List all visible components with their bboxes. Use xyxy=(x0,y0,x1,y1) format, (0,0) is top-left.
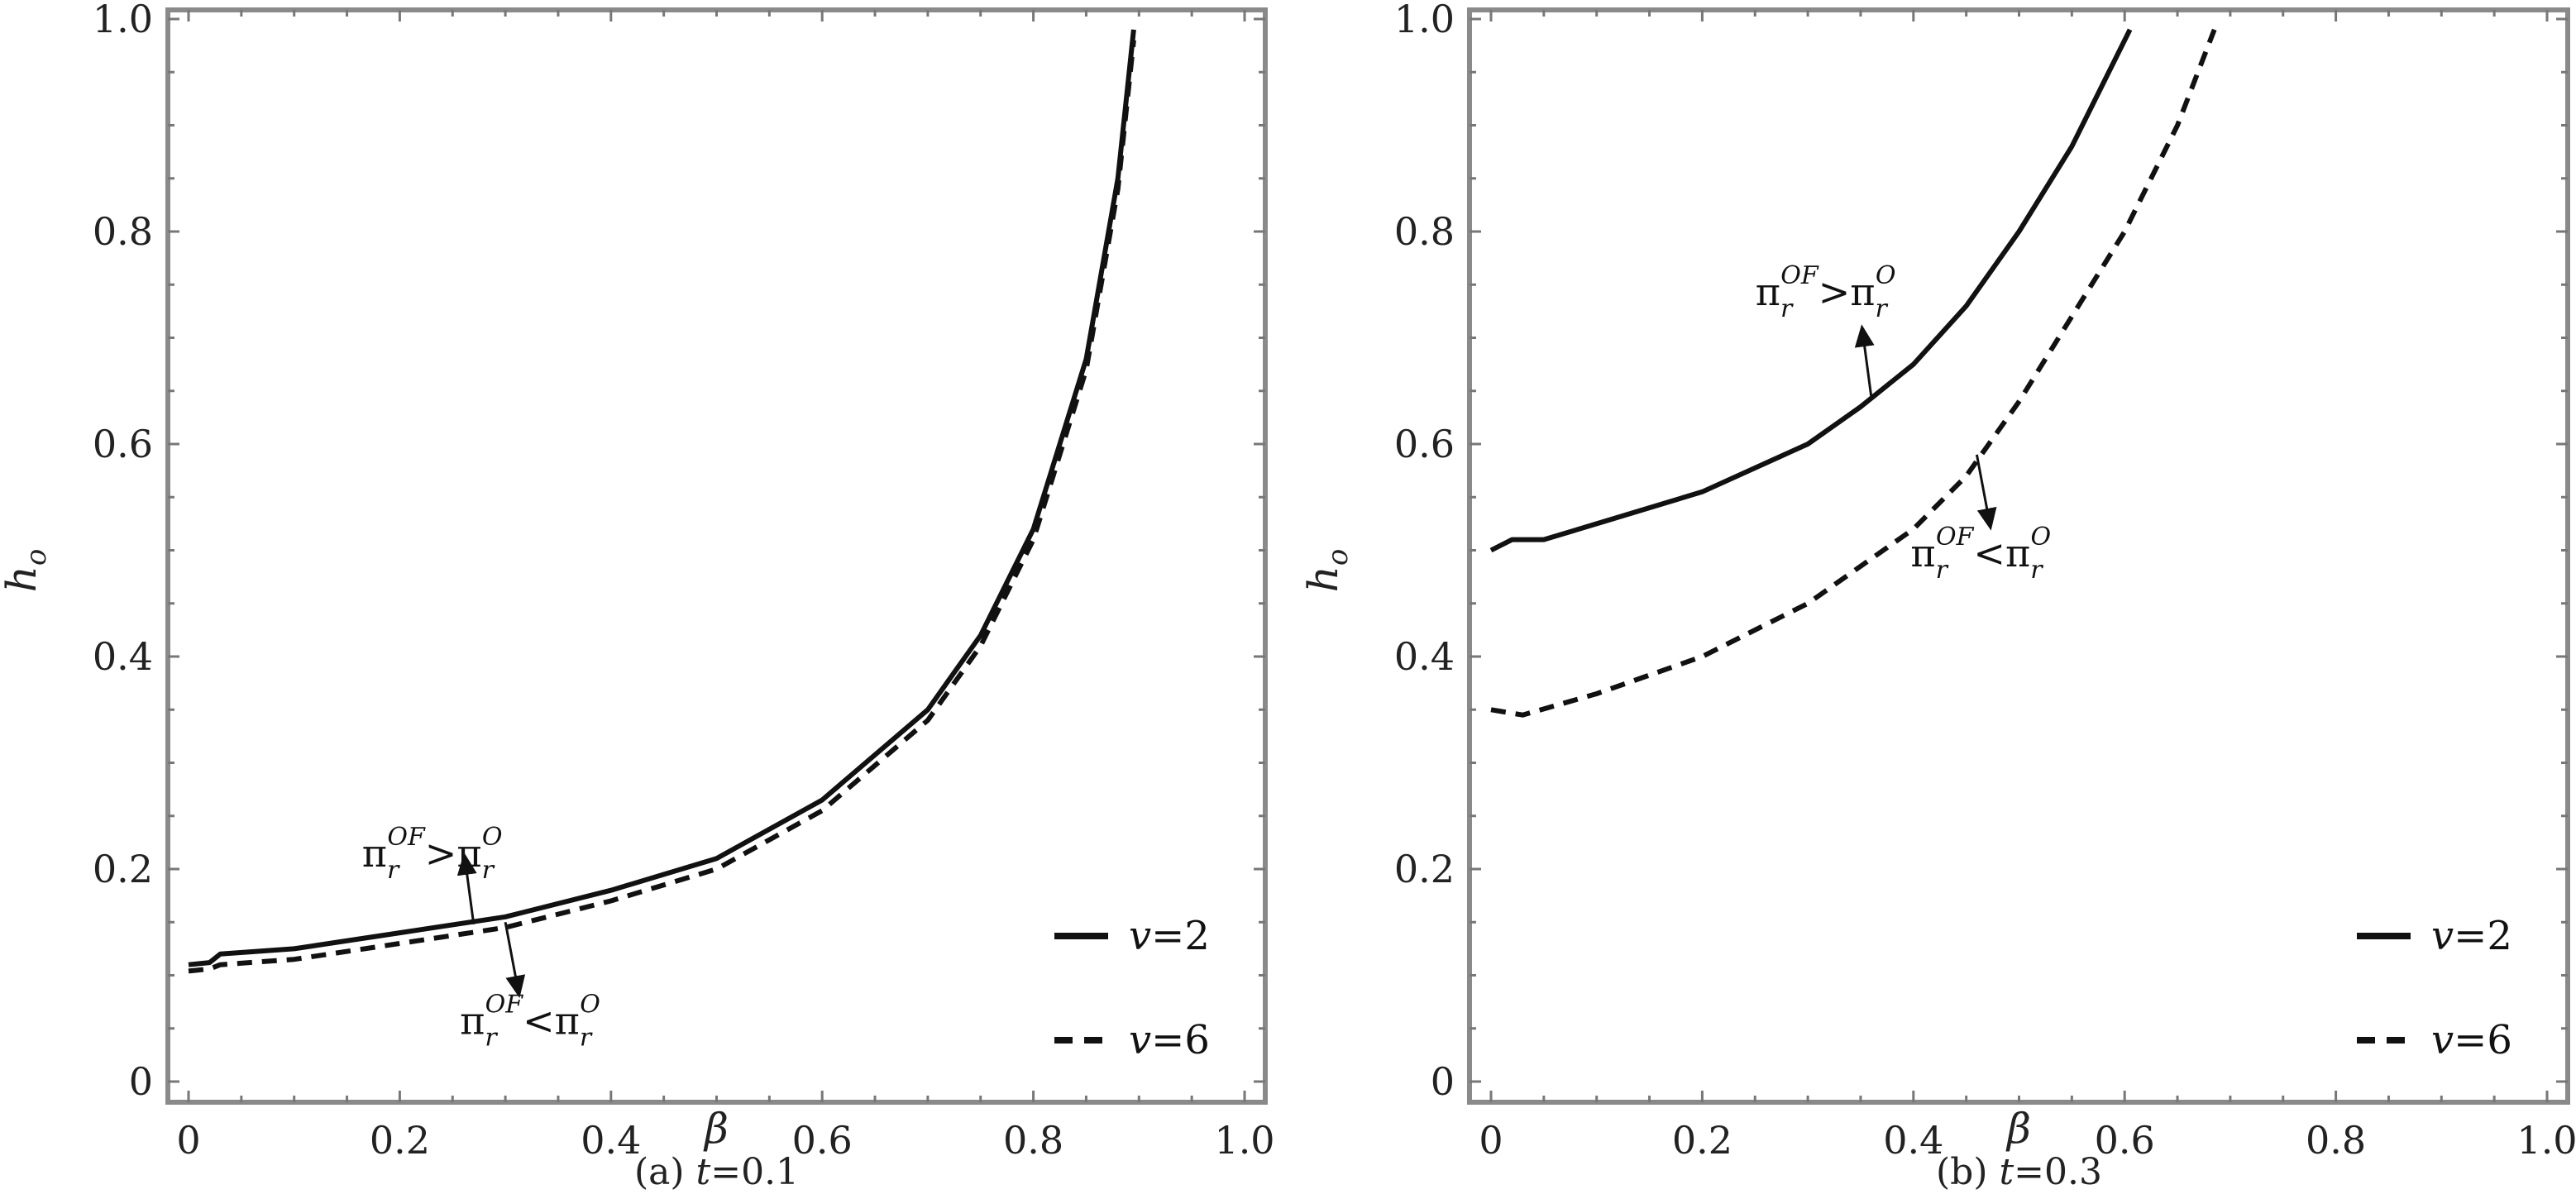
y-axis-label: ho xyxy=(0,549,53,593)
caption-value: =0.1 xyxy=(710,1151,799,1193)
panel-a: 0 0.2 0.4 0.6 0.8 1.0 0 0.2 0.4 0.6 0.8 1.0 β ho (a) t… xyxy=(0,0,1275,1193)
annotation-label: πrOF>πrO xyxy=(1756,261,1896,323)
subscript: r xyxy=(485,1023,498,1052)
annotation-arrow xyxy=(456,852,477,925)
subscript: r xyxy=(387,856,400,885)
annotation-arrow xyxy=(504,921,526,999)
legend-value: =2 xyxy=(2454,913,2512,959)
subscript: r xyxy=(1936,556,1949,585)
superscript: OF xyxy=(1936,523,1975,552)
y-tick-label: 0.4 xyxy=(93,634,153,679)
superscript: O xyxy=(580,990,600,1019)
y-tick-label: 0.6 xyxy=(1394,422,1455,466)
legend-value: =2 xyxy=(1151,913,1210,959)
legend-label: v=6 xyxy=(1129,1017,1210,1063)
legend-label: v=2 xyxy=(2431,913,2512,959)
panel-b: 0 0.2 0.4 0.6 0.8 1.0 0 0.2 0.4 0.6 0.8 1.0 β ho (b) t… xyxy=(1299,0,2576,1193)
panel-caption: (b) t=0.3 xyxy=(1936,1151,2102,1193)
superscript: OF xyxy=(1780,261,1819,290)
x-tick-label: 1.0 xyxy=(2516,1118,2576,1163)
subscript: r xyxy=(482,856,495,885)
pi-symbol: π xyxy=(2005,531,2030,576)
y-tick-label: 0 xyxy=(1431,1059,1455,1104)
pi-symbol: π xyxy=(1910,531,1935,576)
y-axis-label-main: h xyxy=(0,566,45,592)
annotation-arrow xyxy=(1975,454,1997,531)
annotation-label: πrOF<πrO xyxy=(1910,523,2051,585)
legend-variable: v xyxy=(1129,1017,1151,1063)
annotation-label: πrOF<πrO xyxy=(460,990,600,1052)
pi-symbol: π xyxy=(1756,270,1780,314)
subscript: r xyxy=(1876,294,1889,323)
annotation-arrow xyxy=(1854,324,1875,397)
legend-value: =6 xyxy=(1151,1017,1210,1063)
x-tick-label: 0.8 xyxy=(1003,1118,1063,1163)
legend-label: v=6 xyxy=(2431,1017,2512,1063)
legend-label: v=2 xyxy=(1129,913,1210,959)
legend-variable: v xyxy=(2431,913,2454,959)
y-tick-label: 0.8 xyxy=(93,209,153,254)
y-tick-label: 1.0 xyxy=(93,0,153,41)
pi-symbol: π xyxy=(460,998,485,1043)
x-tick-label: 0.8 xyxy=(2306,1118,2366,1163)
series-line-v-2 xyxy=(1489,28,2133,553)
panel-caption: (a) t=0.1 xyxy=(634,1151,799,1193)
comparison-operator: < xyxy=(523,998,555,1043)
x-tick-label: 0.4 xyxy=(581,1118,641,1163)
y-axis-label-main: h xyxy=(1299,566,1347,592)
y-tick-label: 0.8 xyxy=(1394,209,1455,254)
series-line-v-6 xyxy=(188,40,1136,974)
superscript: OF xyxy=(485,990,524,1019)
y-tick-label: 1.0 xyxy=(1394,0,1455,41)
x-tick-label: 0.4 xyxy=(1883,1118,1943,1163)
caption-variable: t xyxy=(1999,1151,2014,1193)
legend-variable: v xyxy=(1129,913,1151,959)
legend-variable: v xyxy=(2431,1017,2454,1063)
x-tick-label: 1.0 xyxy=(1214,1118,1274,1163)
superscript: OF xyxy=(387,823,426,852)
subscript: r xyxy=(580,1023,593,1052)
caption-variable: t xyxy=(696,1151,711,1193)
subscript: r xyxy=(2030,556,2043,585)
caption-prefix: (b) xyxy=(1936,1151,1999,1193)
x-tick-label: 0.6 xyxy=(792,1118,853,1163)
y-axis-label-sub: o xyxy=(20,549,53,566)
series-line-v-6 xyxy=(1490,28,2217,718)
x-tick-label: 0.2 xyxy=(1672,1118,1732,1163)
series-line-v-2 xyxy=(188,29,1136,967)
pi-symbol: π xyxy=(456,831,481,876)
y-axis-label-sub: o xyxy=(1321,549,1355,566)
y-tick-label: 0.6 xyxy=(93,422,153,466)
y-tick-label: 0.2 xyxy=(1394,847,1455,891)
comparison-operator: > xyxy=(425,831,457,876)
x-tick-label: 0.6 xyxy=(2095,1118,2155,1163)
subscript: r xyxy=(1780,294,1794,323)
pi-symbol: π xyxy=(1850,270,1875,314)
x-tick-label: 0 xyxy=(1479,1118,1503,1163)
y-axis-label: ho xyxy=(1299,549,1355,593)
y-tick-label: 0.4 xyxy=(1394,634,1455,679)
x-axis-label: β xyxy=(703,1105,729,1153)
x-tick-label: 0.2 xyxy=(370,1118,430,1163)
comparison-operator: < xyxy=(1973,531,2005,576)
x-tick-label: 0 xyxy=(176,1118,200,1163)
caption-prefix: (a) xyxy=(634,1151,696,1193)
superscript: O xyxy=(2031,523,2052,552)
superscript: O xyxy=(482,823,503,852)
legend-value: =6 xyxy=(2454,1017,2512,1063)
pi-symbol: π xyxy=(555,998,580,1043)
x-axis-label: β xyxy=(2005,1105,2031,1153)
pi-symbol: π xyxy=(362,831,387,876)
annotation-label: πrOF>πrO xyxy=(362,823,503,885)
comparison-operator: > xyxy=(1818,270,1851,314)
y-tick-label: 0.2 xyxy=(93,847,153,891)
superscript: O xyxy=(1876,261,1896,290)
y-tick-label: 0 xyxy=(129,1059,153,1104)
caption-value: =0.3 xyxy=(2014,1151,2102,1193)
